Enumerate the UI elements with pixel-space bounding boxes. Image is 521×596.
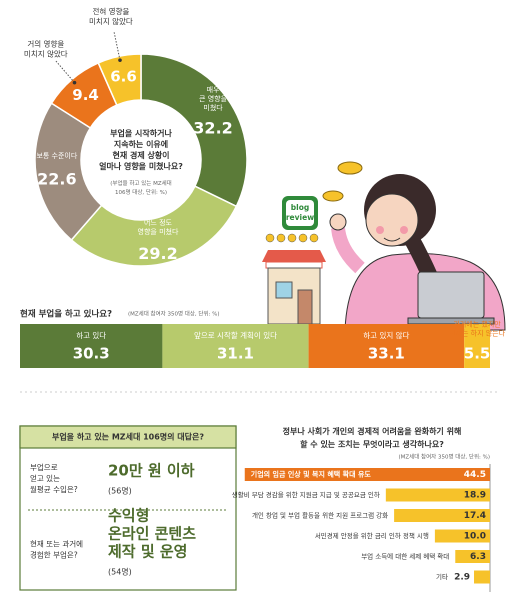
shop-door [297,289,313,325]
summary-title: 부업을 하고 있는 MZ세대 106명의 대답은? [52,432,204,442]
value-label: 6.6 [110,67,137,85]
category-label: 기업의 임금 인상 및 복지 혜택 확대 유도 [251,470,372,479]
face [365,193,419,247]
category-label: 전혀 영향을 [92,6,129,16]
leader-line [113,30,121,61]
category-label: 기타 [436,572,448,581]
awning [262,250,326,262]
sign-text: blog [291,203,309,212]
laptop [417,271,485,319]
value-label: 44.5 [464,470,486,480]
coin [322,190,344,202]
donut-note: (부업을 하고 있는 MZ세대 [110,179,171,187]
category-label: 영향을 미쳤다 [138,227,179,236]
value-label: 5.5 [464,345,491,363]
value-label: 9.4 [72,86,99,104]
donut-segment [97,53,142,107]
category-label: 거의 영향을 [27,38,64,48]
answer: 온라인 콘텐츠 [108,525,196,543]
donut-note: 106명 대상, 단위: %) [115,188,167,196]
stacked-segment [20,324,163,368]
category-label: 부업 소득에 대한 세제 혜택 확대 [361,552,449,561]
category-label: 하고 있지 않다 [363,330,409,340]
bar [385,488,490,502]
category-label: 미치지 않았다 [24,49,68,58]
category-label: 매우 [207,86,220,94]
value-label: 29.2 [138,244,177,263]
category-label: 과거에는 했지만 [453,320,501,329]
answer: 20만 원 이하 [108,462,195,480]
value-label: 22.6 [37,170,76,189]
donut-segment [140,53,248,208]
summary-header [19,425,237,449]
leader-dot [72,80,77,85]
answer-count: (56명) [108,486,132,496]
chart-note: (MZ세대 참여자 350명 대상, 단위: %) [128,310,219,318]
donut-question: 현재 경제 상황이 [112,150,169,160]
chart-title: 현재 부업을 하고 있나요? [20,309,112,320]
category-label: 생활비 부담 경감을 위한 지원금 지급 및 공공요금 인하 [232,490,380,499]
bar [455,550,490,563]
category-label: 미치지 않았다 [89,17,133,26]
category-label: 보통 수준이다 [36,151,77,160]
category-label: 서민경제 안정을 위한 금리 인하 정책 시행 [315,531,429,540]
illustration [262,161,506,331]
question: 경험한 부업은? [30,550,78,560]
category-label: 어느 정도 [144,218,173,227]
donut-segment [70,185,238,267]
value-label: 6.3 [470,552,486,562]
leader-dot [118,58,122,62]
mouth [383,237,401,242]
value-label: 10.0 [464,532,486,542]
donut-question: 얼마나 영향을 미쳤나요? [99,161,183,171]
answer-count: (54명) [108,567,132,577]
value-label: 33.1 [368,345,405,363]
stars [265,233,319,243]
cheek [400,226,408,234]
stacked-segment [162,324,309,368]
summary-box [19,425,237,591]
bar [474,570,490,584]
answer: 제작 및 운영 [108,543,187,561]
arm [331,227,365,274]
value-label: 2.9 [454,573,470,583]
sign-text: review [286,213,314,222]
question: 부업으로 [30,463,58,472]
value-label: 30.3 [73,345,110,363]
donut-question: 부업을 시작하거나 [110,128,172,138]
category-label: 앞으로 시작할 계획이 있다 [194,330,277,340]
hand [329,213,347,231]
cheek [376,226,384,234]
value-label: 32.2 [193,118,232,137]
value-label: 18.9 [464,491,486,501]
donut-question: 지속하는 이유에 [114,139,168,149]
stacked-segment [308,324,465,368]
awning-stripe [265,261,323,269]
category-label: 미쳤다 [203,103,223,112]
stacked-segment [464,324,490,368]
chart-note: (MZ세대 참여자 350명 대상, 단위: %) [399,453,490,461]
category-label: 개인 창업 및 부업 활동을 위한 지원 프로그램 강화 [252,511,388,520]
category-label: 큰 영향을 [199,94,228,103]
bar [434,529,490,543]
leader-line [54,59,75,83]
chart-title: 정부나 사회가 개인의 경제적 어려움을 완화하기 위해 [283,426,462,436]
value-label: 17.4 [464,511,486,521]
bar [394,509,490,522]
value-label: 31.1 [217,345,254,363]
question: 현재 또는 과거에 [30,540,83,549]
coin [337,161,363,175]
chart-title: 할 수 있는 조치는 무엇이라고 생각하나요? [300,439,444,449]
question: 얻고 있는 [30,474,60,483]
shop-window [275,281,293,299]
bar [244,468,490,481]
category-label: 현재는 하지 않는다 [449,329,506,338]
question: 월평균 수입은? [30,484,78,494]
category-label: 하고 있다 [76,330,106,340]
sign-inner [286,200,314,226]
answer: 수익형 [108,507,149,525]
